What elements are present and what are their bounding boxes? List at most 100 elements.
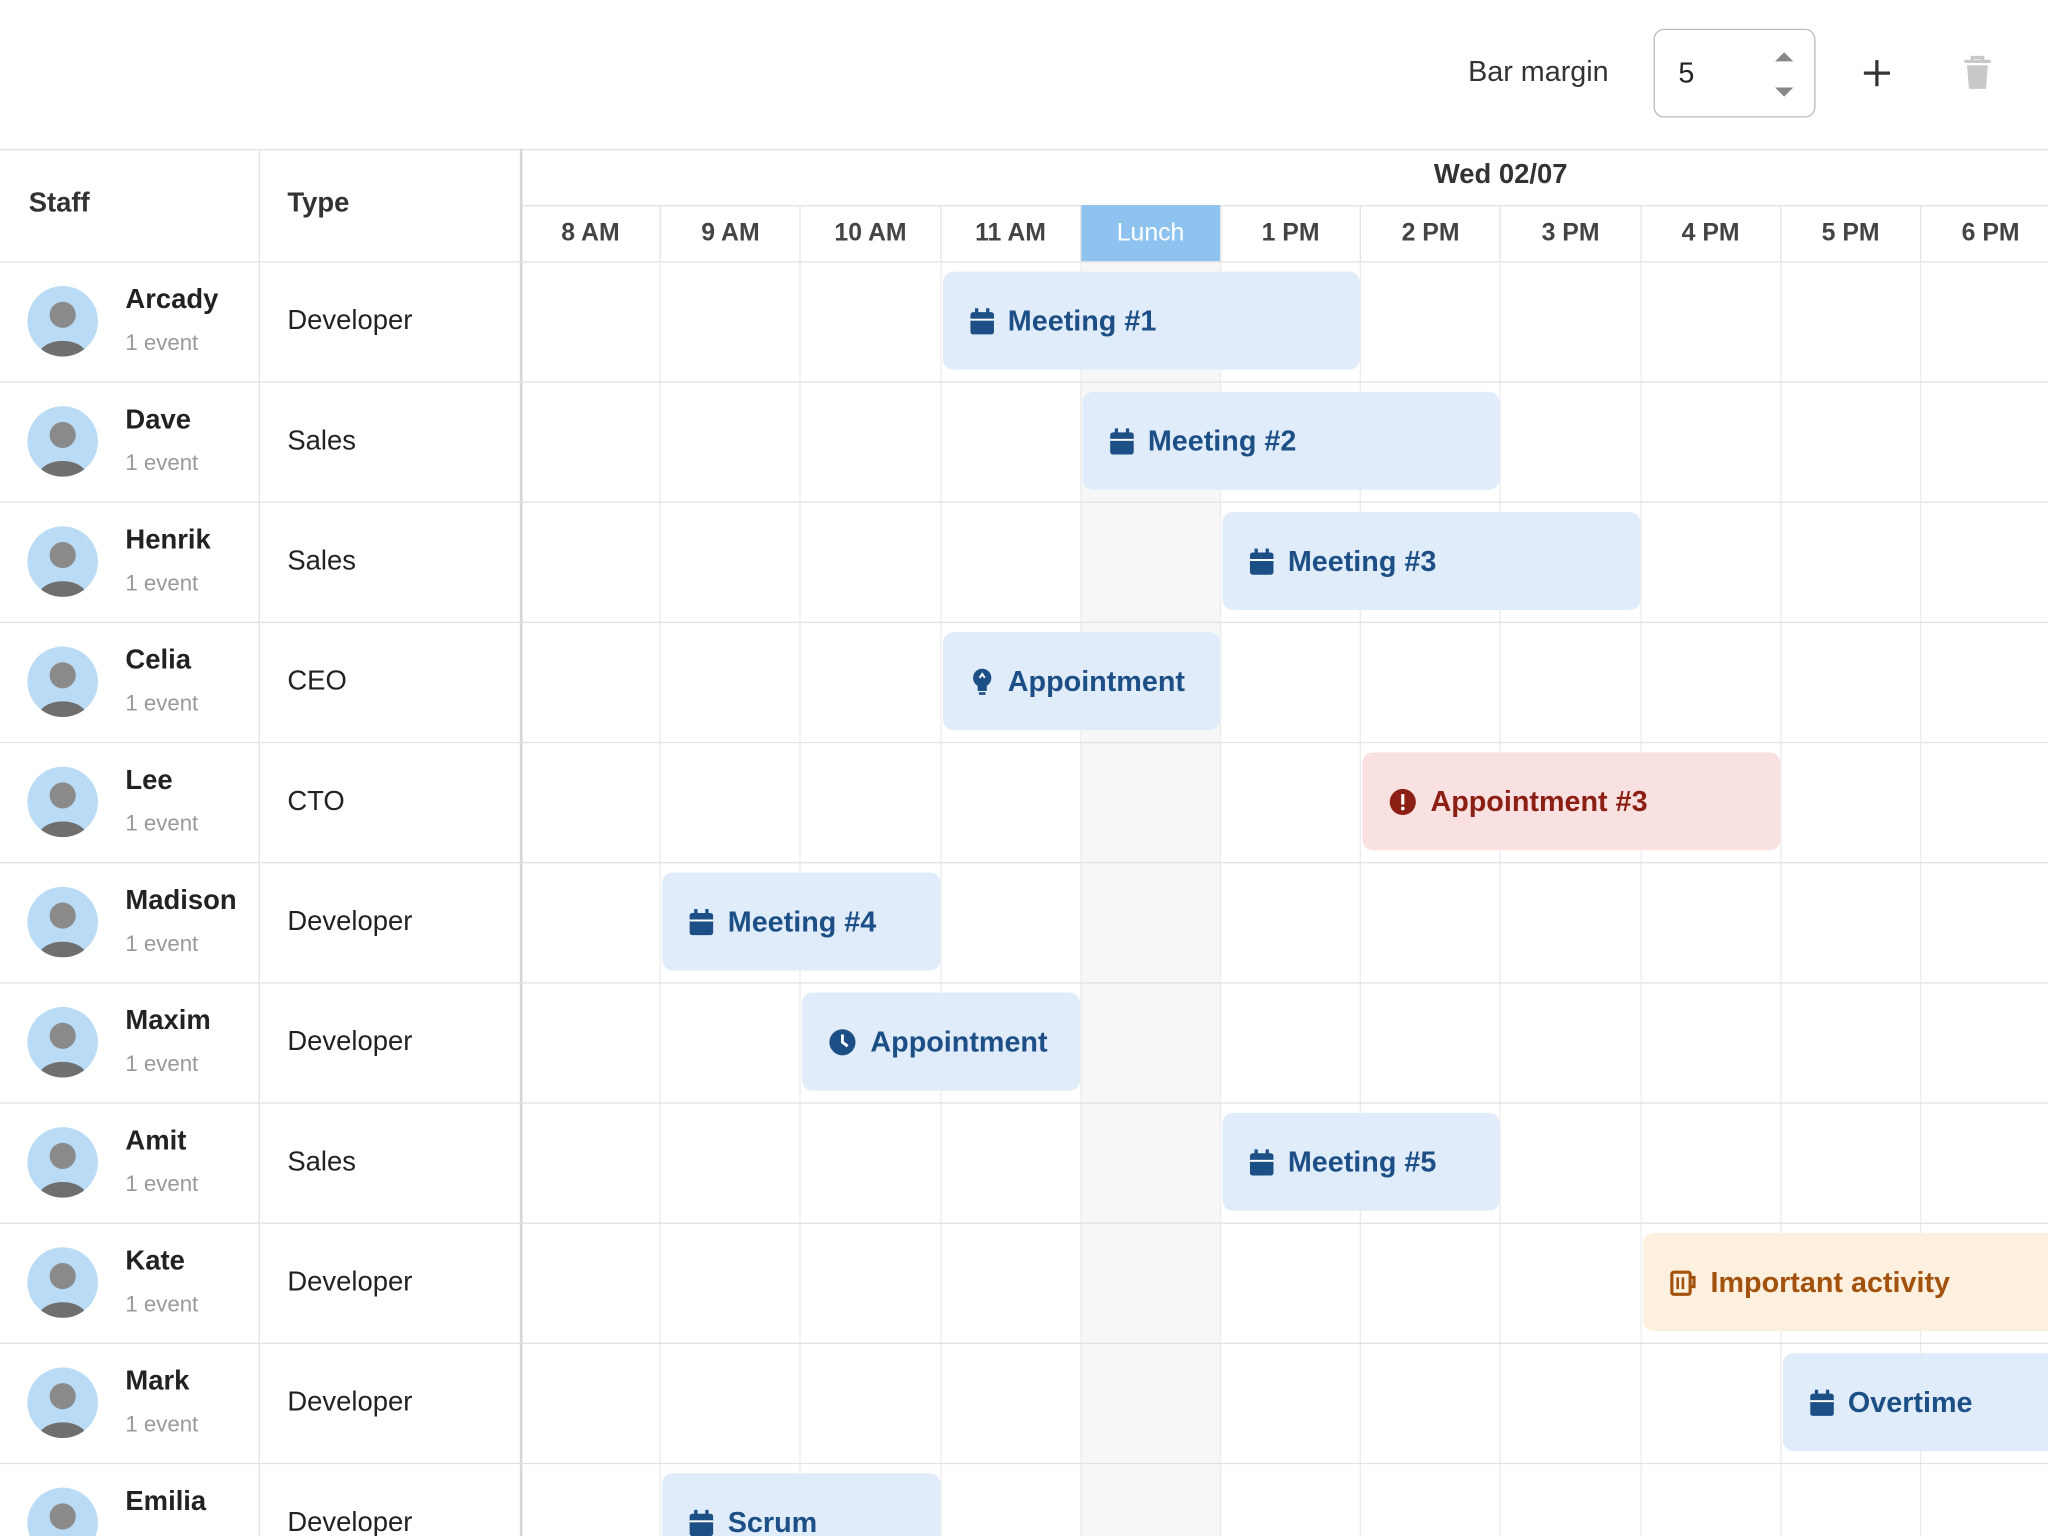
staff-type: CTO bbox=[287, 786, 345, 817]
hour-header: 4 PM bbox=[1641, 205, 1782, 262]
staff-type: Developer bbox=[287, 1507, 413, 1536]
header-bottom bbox=[0, 261, 2048, 263]
column-divider bbox=[258, 148, 260, 1536]
staff-type: CEO bbox=[287, 666, 347, 697]
avatar bbox=[27, 406, 98, 477]
staff-type: Sales bbox=[287, 545, 356, 576]
row-line bbox=[0, 381, 2048, 383]
event-name: Overtime bbox=[1847, 1385, 1973, 1418]
event-bar[interactable]: Appointment #3 bbox=[1362, 752, 1780, 851]
event-name: Meeting #1 bbox=[1007, 303, 1157, 337]
hour-gridline bbox=[1499, 261, 1502, 1536]
avatar bbox=[27, 1487, 98, 1536]
row-line bbox=[0, 1102, 2048, 1104]
hour-gridline bbox=[1919, 261, 1922, 1536]
event-bar[interactable]: Appointment bbox=[802, 992, 1080, 1091]
staff-name: Amit bbox=[125, 1125, 187, 1156]
date-border bbox=[521, 205, 2048, 207]
spinner[interactable] bbox=[1772, 48, 1796, 100]
staff-type: Developer bbox=[287, 1026, 413, 1057]
event-bar[interactable]: Meeting #1 bbox=[942, 271, 1360, 370]
row-line bbox=[0, 501, 2048, 503]
hour-header: Lunch bbox=[1081, 205, 1222, 262]
staff-name: Emilia bbox=[125, 1486, 207, 1517]
avatar bbox=[27, 1247, 98, 1318]
hour-header: 6 PM bbox=[1921, 205, 2048, 261]
event-count: 1 event bbox=[125, 570, 199, 596]
event-bar[interactable]: Important activity bbox=[1642, 1232, 2048, 1331]
hour-header: 10 AM bbox=[801, 205, 942, 262]
staff-name: Celia bbox=[125, 645, 191, 676]
hour-gridline bbox=[1219, 261, 1222, 1536]
event-count: 1 event bbox=[125, 1051, 199, 1077]
staff-type: Developer bbox=[287, 1266, 413, 1297]
staff-name: Lee bbox=[125, 765, 173, 796]
hour-gridline bbox=[939, 261, 942, 1536]
event-bar[interactable]: Meeting #3 bbox=[1222, 511, 1640, 610]
staff-type: Sales bbox=[287, 1146, 356, 1177]
staff-name: Arcady bbox=[125, 284, 219, 315]
staff-type: Developer bbox=[287, 906, 413, 937]
event-count: 1 event bbox=[125, 1291, 199, 1317]
row-line bbox=[0, 1462, 2048, 1465]
event-name: Meeting #2 bbox=[1147, 423, 1297, 457]
event-count: 1 event bbox=[125, 1532, 198, 1536]
event-name: Appointment #3 bbox=[1430, 784, 1648, 817]
staff-name: Madison bbox=[125, 885, 237, 916]
event-count: 1 event bbox=[125, 931, 199, 957]
event-name: Appointment bbox=[870, 1024, 1048, 1058]
hour-header: 8 AM bbox=[521, 205, 662, 262]
event-name: Meeting #5 bbox=[1287, 1144, 1437, 1178]
row-line bbox=[0, 621, 2048, 624]
add-button[interactable] bbox=[1860, 56, 1894, 90]
hour-header: 11 AM bbox=[941, 205, 1082, 262]
avatar bbox=[27, 286, 98, 357]
bar-margin-value: 5 bbox=[1678, 56, 1695, 89]
event-bar[interactable]: Appointment bbox=[942, 632, 1220, 731]
hour-header: 5 PM bbox=[1781, 205, 1922, 262]
bar-margin-label: Bar margin bbox=[1468, 54, 1609, 88]
event-bar[interactable]: Scrum bbox=[662, 1473, 940, 1536]
hour-header: 2 PM bbox=[1361, 205, 1502, 262]
row-line bbox=[0, 741, 2048, 744]
event-count: 1 event bbox=[125, 690, 199, 716]
event-count: 1 event bbox=[125, 1171, 199, 1197]
row-line bbox=[0, 1342, 2048, 1344]
hour-gridline bbox=[1779, 261, 1782, 1536]
staff-name: Maxim bbox=[125, 1005, 211, 1036]
row-line bbox=[0, 1222, 2048, 1224]
staff-header[interactable]: Staff bbox=[28, 188, 90, 219]
event-count: 1 event bbox=[125, 330, 199, 356]
delete-button[interactable] bbox=[1963, 55, 1992, 92]
hour-gridline bbox=[1079, 261, 1082, 1536]
hour-gridline bbox=[659, 261, 662, 1536]
row-line bbox=[0, 982, 2048, 984]
event-name: Important activity bbox=[1710, 1264, 1950, 1298]
date-header: Wed 02/07 bbox=[1433, 159, 1568, 190]
avatar bbox=[27, 886, 98, 958]
event-bar[interactable]: Meeting #4 bbox=[662, 872, 940, 971]
header-border bbox=[0, 148, 2048, 151]
staff-type: Developer bbox=[287, 305, 413, 336]
event-count: 1 event bbox=[125, 811, 199, 836]
staff-name: Mark bbox=[125, 1366, 190, 1397]
event-name: Scrum bbox=[727, 1505, 818, 1536]
type-header[interactable]: Type bbox=[287, 188, 350, 219]
event-bar[interactable]: Meeting #2 bbox=[1082, 391, 1500, 490]
event-name: Meeting #4 bbox=[727, 904, 877, 938]
hour-gridline bbox=[1359, 261, 1362, 1536]
event-name: Appointment bbox=[1007, 664, 1185, 697]
event-count: 1 event bbox=[125, 1411, 199, 1437]
avatar bbox=[27, 1127, 98, 1198]
event-bar[interactable]: Overtime bbox=[1782, 1353, 2048, 1452]
event-count: 1 event bbox=[125, 450, 199, 476]
avatar bbox=[27, 526, 98, 597]
event-name: Meeting #3 bbox=[1287, 543, 1437, 577]
staff-name: Henrik bbox=[125, 525, 211, 556]
staff-type: Developer bbox=[287, 1387, 413, 1418]
bar-margin-input[interactable]: 5 bbox=[1653, 28, 1816, 118]
event-bar[interactable]: Meeting #5 bbox=[1222, 1112, 1500, 1211]
staff-name: Dave bbox=[125, 404, 191, 435]
